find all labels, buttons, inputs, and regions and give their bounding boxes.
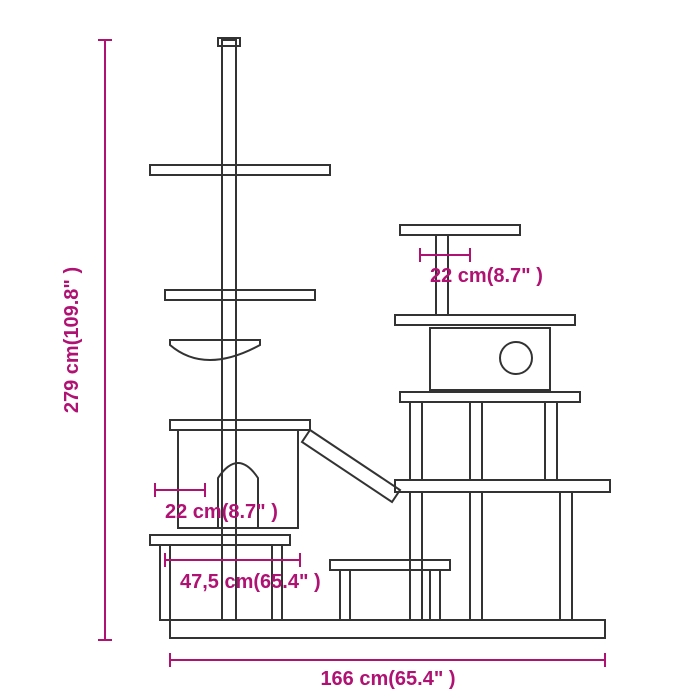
width-total-label: 166 cm(65.4" )	[320, 668, 455, 690]
height-total-label: 279 cm(109.8" )	[61, 267, 83, 413]
lower-depth-label: 22 cm(8.7" )	[165, 501, 278, 523]
upper-depth-label: 22 cm(8.7" )	[430, 265, 543, 287]
dimension-annotations: 279 cm(109.8" ) 166 cm(65.4" ) 22 cm(8.7" …	[61, 40, 605, 690]
product-outline	[150, 38, 610, 638]
base-width-label: 47,5 cm(65.4" )	[180, 571, 321, 593]
